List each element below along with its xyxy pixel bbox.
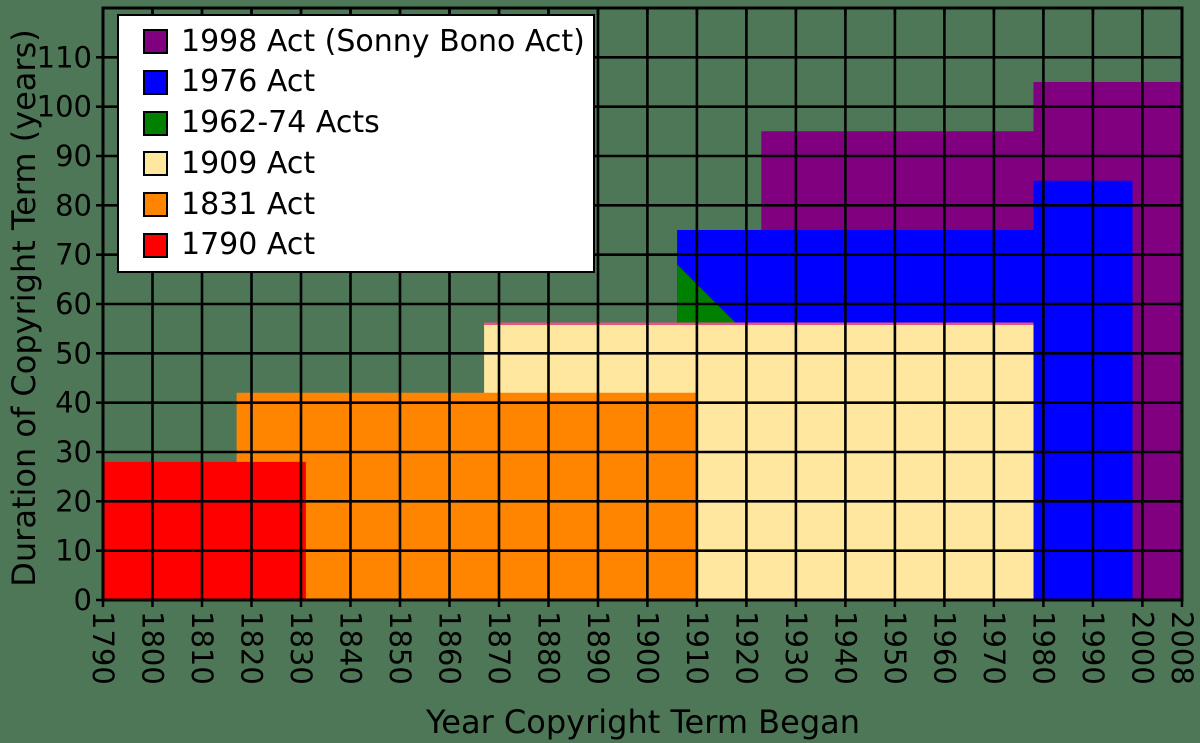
x-tick-label-1900: 1900 bbox=[630, 611, 664, 685]
legend-label-1790-act: 1790 Act bbox=[181, 227, 316, 263]
x-tick-label-1950: 1950 bbox=[878, 611, 912, 685]
legend-item-1790-act: 1790 Act bbox=[143, 230, 593, 260]
legend-item-1962-74-acts: 1962-74 Acts bbox=[143, 108, 593, 138]
x-tick-label-1850: 1850 bbox=[383, 611, 417, 685]
legend-label-1831-act: 1831 Act bbox=[181, 186, 316, 222]
legend-item-1998-act-sonny-bono-act: 1998 Act (Sonny Bono Act) bbox=[143, 23, 593, 59]
legend-item-1909-act: 1909 Act bbox=[143, 145, 593, 181]
y-tick-label-90: 90 bbox=[55, 139, 92, 173]
y-tick-label-110: 110 bbox=[37, 40, 92, 74]
x-tick-label-1840: 1840 bbox=[334, 611, 368, 685]
legend-swatch-1831-act bbox=[143, 192, 168, 218]
legend-swatch-1976-act bbox=[143, 69, 168, 95]
y-tick-label-40: 40 bbox=[55, 386, 92, 420]
legend-label-1909-act: 1909 Act bbox=[181, 145, 316, 181]
x-tick-label-1970: 1970 bbox=[977, 611, 1011, 685]
x-tick-label-1910: 1910 bbox=[680, 611, 714, 685]
y-axis-title: Duration of Copyright Term (years) bbox=[5, 29, 43, 586]
x-tick-label-2008: 2008 bbox=[1165, 611, 1199, 685]
region-1962-74-acts bbox=[677, 264, 737, 324]
x-tick-label-1810: 1810 bbox=[185, 611, 219, 685]
legend-swatch-1790-act bbox=[143, 232, 168, 258]
x-tick-label-1940: 1940 bbox=[828, 611, 862, 685]
y-tick-label-60: 60 bbox=[55, 287, 92, 321]
legend-swatch-1962-74-acts bbox=[143, 110, 168, 136]
legend-label-1998-act-sonny-bono-act: 1998 Act (Sonny Bono Act) bbox=[181, 23, 585, 59]
y-tick-label-70: 70 bbox=[55, 238, 92, 272]
x-tick-label-1820: 1820 bbox=[235, 611, 269, 685]
y-tick-label-10: 10 bbox=[55, 534, 92, 568]
x-tick-label-1920: 1920 bbox=[729, 611, 763, 685]
x-tick-label-1860: 1860 bbox=[433, 611, 467, 685]
x-tick-label-2000: 2000 bbox=[1125, 611, 1159, 685]
plot-border bbox=[101, 6, 1184, 602]
x-tick-label-1980: 1980 bbox=[1026, 611, 1060, 685]
x-tick-label-1990: 1990 bbox=[1076, 611, 1110, 685]
x-tick-label-1890: 1890 bbox=[581, 611, 615, 685]
legend-label-1976-act: 1976 Act bbox=[181, 64, 316, 100]
y-tick-label-30: 30 bbox=[55, 435, 92, 469]
legend-label-1962-74-acts: 1962-74 Acts bbox=[181, 105, 380, 141]
x-tick-label-1870: 1870 bbox=[482, 611, 516, 685]
y-tick-label-100: 100 bbox=[37, 90, 92, 124]
legend-swatch-1909-act bbox=[143, 151, 168, 177]
y-tick-label-20: 20 bbox=[55, 484, 92, 518]
x-tick-label-1830: 1830 bbox=[284, 611, 318, 685]
y-tick-label-0: 0 bbox=[74, 583, 92, 617]
x-axis-title: Year Copyright Term Began bbox=[425, 703, 860, 741]
x-tick-label-1880: 1880 bbox=[532, 611, 566, 685]
legend: 1998 Act (Sonny Bono Act) 1976 Act 1962-74… bbox=[117, 14, 595, 273]
x-tick-label-1800: 1800 bbox=[136, 611, 170, 685]
x-tick-label-1930: 1930 bbox=[779, 611, 813, 685]
legend-item-1976-act: 1976 Act bbox=[143, 67, 593, 97]
legend-swatch-1998-act-sonny-bono-act bbox=[143, 29, 168, 55]
region-1790-act bbox=[103, 461, 306, 600]
legend-item-1831-act: 1831 Act bbox=[143, 186, 593, 222]
y-tick-label-50: 50 bbox=[55, 336, 92, 370]
x-tick-label-1790: 1790 bbox=[86, 611, 120, 685]
y-tick-label-80: 80 bbox=[55, 188, 92, 222]
x-tick-label-1960: 1960 bbox=[927, 611, 961, 685]
